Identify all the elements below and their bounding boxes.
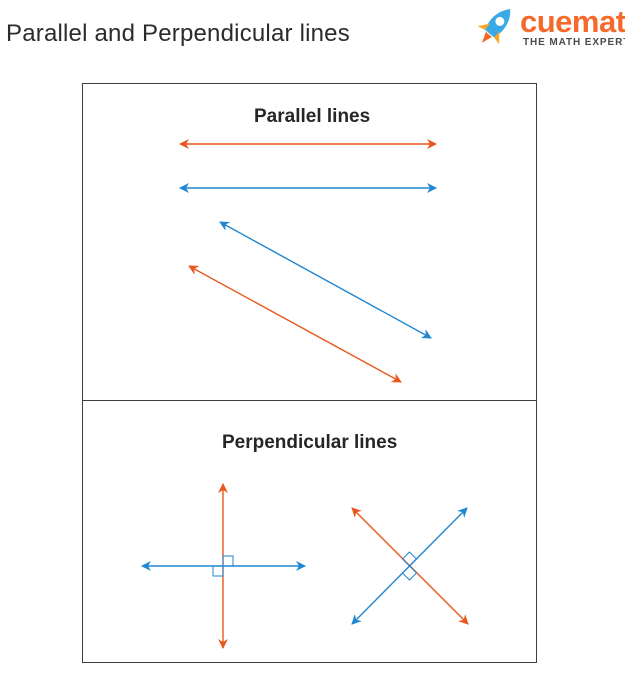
parallel-line-blue-diagonal <box>219 221 432 339</box>
diagram-frame <box>82 83 537 663</box>
logo-tagline: THE MATH EXPERT <box>523 37 625 48</box>
parallel-line-orange-diagonal <box>188 265 402 383</box>
page-title: Parallel and Perpendicular lines <box>6 20 350 47</box>
right-angle-marker <box>401 551 418 581</box>
perpendicular-lines-title: Perpendicular lines <box>222 432 398 453</box>
rocket-icon <box>477 9 511 45</box>
parallel-lines-title: Parallel lines <box>254 106 371 127</box>
section-divider <box>82 400 537 401</box>
right-angle-marker <box>212 555 234 577</box>
logo-wordmark: cuemath <box>520 4 625 39</box>
cuemath-logo[interactable]: cuemath THE MATH EXPERT <box>468 2 625 52</box>
